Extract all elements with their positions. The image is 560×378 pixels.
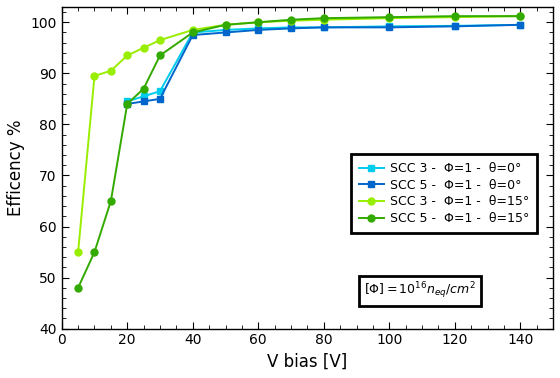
SCC 5 -  Φ=1 -  θ=0° xyxy=(320,25,327,29)
SCC 5 -  Φ=1 -  θ=15° xyxy=(189,30,196,35)
SCC 5 -  Φ=1 -  θ=0° xyxy=(222,30,229,35)
Line: SCC 3 -  Φ=1 -  θ=15°: SCC 3 - Φ=1 - θ=15° xyxy=(74,13,524,256)
SCC 5 -  Φ=1 -  θ=15° xyxy=(288,17,295,22)
SCC 5 -  Φ=1 -  θ=0° xyxy=(189,33,196,37)
SCC 5 -  Φ=1 -  θ=15° xyxy=(451,14,458,19)
SCC 5 -  Φ=1 -  θ=15° xyxy=(140,87,147,91)
SCC 5 -  Φ=1 -  θ=0° xyxy=(288,26,295,31)
SCC 3 -  Φ=1 -  θ=15° xyxy=(517,14,524,19)
SCC 5 -  Φ=1 -  θ=15° xyxy=(222,23,229,27)
SCC 5 -  Φ=1 -  θ=0° xyxy=(255,28,262,32)
Y-axis label: Efficency %: Efficency % xyxy=(7,119,25,216)
SCC 5 -  Φ=1 -  θ=15° xyxy=(124,102,130,106)
SCC 3 -  Φ=1 -  θ=0° xyxy=(517,23,524,27)
SCC 5 -  Φ=1 -  θ=15° xyxy=(91,250,98,254)
Line: SCC 5 -  Φ=1 -  θ=0°: SCC 5 - Φ=1 - θ=0° xyxy=(124,21,524,107)
SCC 3 -  Φ=1 -  θ=15° xyxy=(255,20,262,25)
SCC 5 -  Φ=1 -  θ=15° xyxy=(74,285,81,290)
SCC 5 -  Φ=1 -  θ=15° xyxy=(320,16,327,20)
Line: SCC 3 -  Φ=1 -  θ=0°: SCC 3 - Φ=1 - θ=0° xyxy=(124,21,524,105)
SCC 3 -  Φ=1 -  θ=15° xyxy=(320,17,327,22)
SCC 3 -  Φ=1 -  θ=15° xyxy=(108,68,114,73)
SCC 5 -  Φ=1 -  θ=15° xyxy=(255,20,262,25)
SCC 3 -  Φ=1 -  θ=0° xyxy=(451,23,458,28)
SCC 5 -  Φ=1 -  θ=0° xyxy=(386,25,393,29)
Legend: SCC 3 -  Φ=1 -  θ=0°, SCC 5 -  Φ=1 -  θ=0°, SCC 3 -  Φ=1 -  θ=15°, SCC 5 -  Φ=1 : SCC 3 - Φ=1 - θ=0°, SCC 5 - Φ=1 - θ=0°, … xyxy=(351,154,537,232)
SCC 3 -  Φ=1 -  θ=15° xyxy=(451,15,458,19)
SCC 3 -  Φ=1 -  θ=15° xyxy=(157,38,164,42)
X-axis label: V bias [V]: V bias [V] xyxy=(267,353,348,371)
SCC 5 -  Φ=1 -  θ=15° xyxy=(157,53,164,58)
SCC 3 -  Φ=1 -  θ=15° xyxy=(74,250,81,254)
SCC 5 -  Φ=1 -  θ=0° xyxy=(517,23,524,27)
SCC 5 -  Φ=1 -  θ=0° xyxy=(124,102,130,106)
SCC 3 -  Φ=1 -  θ=15° xyxy=(124,53,130,58)
SCC 3 -  Φ=1 -  θ=0° xyxy=(320,25,327,29)
SCC 3 -  Φ=1 -  θ=0° xyxy=(255,26,262,31)
SCC 3 -  Φ=1 -  θ=0° xyxy=(140,94,147,99)
SCC 3 -  Φ=1 -  θ=15° xyxy=(386,16,393,20)
SCC 5 -  Φ=1 -  θ=15° xyxy=(386,15,393,19)
SCC 3 -  Φ=1 -  θ=0° xyxy=(386,24,393,29)
SCC 3 -  Φ=1 -  θ=15° xyxy=(189,28,196,32)
SCC 3 -  Φ=1 -  θ=0° xyxy=(124,99,130,104)
SCC 5 -  Φ=1 -  θ=0° xyxy=(451,24,458,29)
SCC 3 -  Φ=1 -  θ=0° xyxy=(222,28,229,32)
SCC 5 -  Φ=1 -  θ=15° xyxy=(517,14,524,19)
Line: SCC 5 -  Φ=1 -  θ=15°: SCC 5 - Φ=1 - θ=15° xyxy=(74,13,524,291)
SCC 3 -  Φ=1 -  θ=15° xyxy=(222,23,229,27)
SCC 5 -  Φ=1 -  θ=0° xyxy=(140,99,147,104)
SCC 5 -  Φ=1 -  θ=0° xyxy=(157,97,164,101)
SCC 3 -  Φ=1 -  θ=15° xyxy=(140,45,147,50)
Text: $[\Phi]=10^{16}n_{eq}/cm^2$: $[\Phi]=10^{16}n_{eq}/cm^2$ xyxy=(365,281,477,301)
SCC 3 -  Φ=1 -  θ=15° xyxy=(288,19,295,23)
SCC 3 -  Φ=1 -  θ=15° xyxy=(91,74,98,78)
SCC 3 -  Φ=1 -  θ=0° xyxy=(189,30,196,35)
SCC 3 -  Φ=1 -  θ=0° xyxy=(288,25,295,29)
SCC 3 -  Φ=1 -  θ=0° xyxy=(157,89,164,93)
SCC 5 -  Φ=1 -  θ=15° xyxy=(108,199,114,203)
